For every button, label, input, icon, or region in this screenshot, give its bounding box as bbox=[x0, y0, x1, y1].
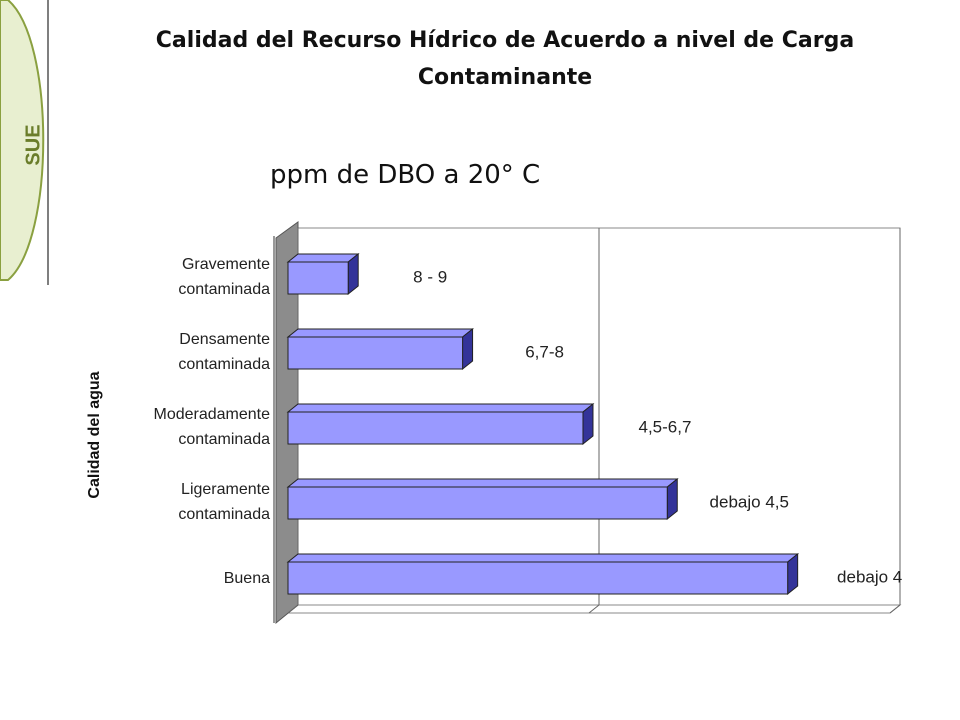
annotation: debajo 4 bbox=[837, 567, 902, 586]
grid-line-floor bbox=[889, 604, 901, 614]
bar bbox=[286, 477, 679, 521]
bar bbox=[286, 327, 475, 371]
y-tick-label: Gravemente contaminada bbox=[178, 256, 270, 298]
bar-top bbox=[286, 403, 595, 413]
y-tick-label: Moderadamente contaminada bbox=[153, 406, 270, 448]
annotation: 8 - 9 bbox=[413, 267, 447, 286]
bar bbox=[286, 552, 800, 596]
bar-top bbox=[286, 478, 679, 488]
logo-text: SUE bbox=[22, 124, 44, 165]
bar-front bbox=[287, 411, 584, 445]
grid-line-floor bbox=[287, 604, 299, 614]
annotation: 4,5-6,7 bbox=[639, 417, 692, 436]
bar-front bbox=[287, 261, 349, 295]
chart-title: Calidad del Recurso Hídrico de Acuerdo a… bbox=[155, 28, 855, 90]
y-tick-label: Densamente contaminada bbox=[178, 331, 270, 373]
bar-top bbox=[286, 328, 475, 338]
logo: SUE bbox=[0, 0, 49, 285]
annotation: debajo 4,5 bbox=[710, 492, 789, 511]
bar bbox=[286, 252, 360, 296]
bar-top bbox=[286, 553, 800, 563]
annotation: 6,7-8 bbox=[525, 342, 564, 361]
grid-line-floor bbox=[588, 604, 600, 614]
bar-front bbox=[287, 336, 464, 370]
bar-top bbox=[286, 253, 360, 263]
bar-front bbox=[287, 486, 668, 520]
chart-subtitle: ppm de DBO a 20° C bbox=[270, 160, 541, 190]
logo-shape bbox=[0, 0, 45, 281]
bar bbox=[286, 402, 595, 446]
y-tick-label: Ligeramente contaminada bbox=[178, 481, 270, 523]
y-tick-label: Buena bbox=[223, 570, 270, 587]
bar-front bbox=[287, 561, 789, 595]
y-axis-label: Calidad del agua bbox=[86, 371, 103, 498]
